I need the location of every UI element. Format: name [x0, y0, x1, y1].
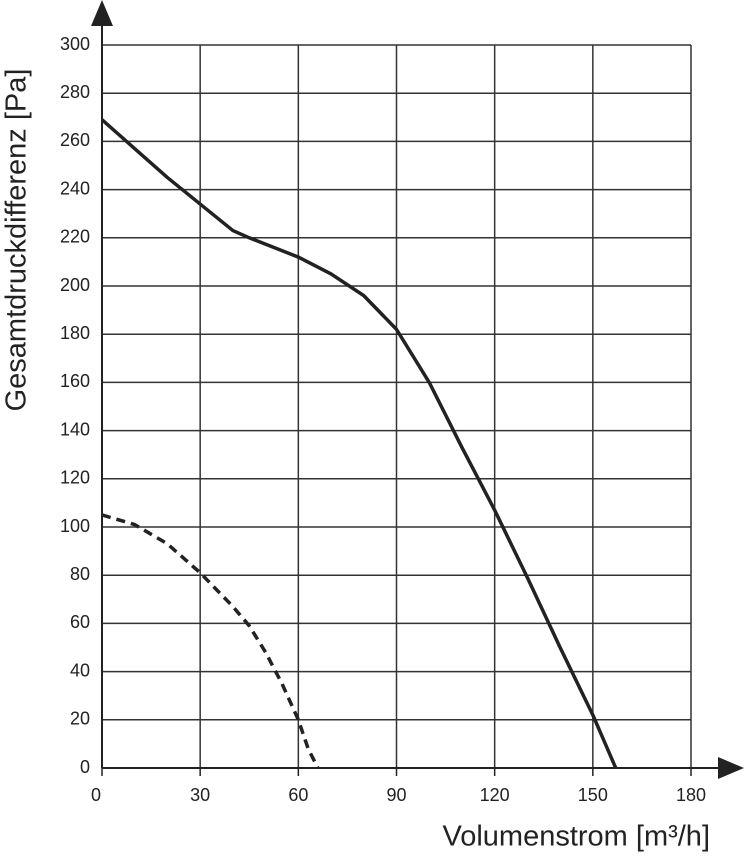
- x-axis-arrow: [718, 757, 744, 779]
- y-axis-arrow: [91, 0, 113, 26]
- y-tick-label: 40: [70, 660, 90, 680]
- x-tick-label: 180: [676, 785, 706, 805]
- y-tick-label: 240: [60, 178, 90, 198]
- y-tick-label: 80: [70, 564, 90, 584]
- x-tick-label: 150: [578, 785, 608, 805]
- x-tick-label: 30: [190, 785, 210, 805]
- x-tick-label: 60: [288, 785, 308, 805]
- y-tick-label: 0: [80, 757, 90, 777]
- y-tick-label: 220: [60, 227, 90, 247]
- y-tick-label: 60: [70, 612, 90, 632]
- line-series: [100, 118, 618, 769]
- y-tick-label: 160: [60, 371, 90, 391]
- y-axis-title: Gesamtdruckdifferenz [Pa]: [1, 69, 33, 412]
- line-series: [101, 513, 320, 769]
- x-tick-label: 90: [386, 785, 406, 805]
- y-tick-label: 200: [60, 275, 90, 295]
- y-tick-label: 300: [60, 34, 90, 54]
- y-tick-label: 120: [60, 468, 90, 488]
- y-tick-label: 20: [70, 709, 90, 729]
- y-tick-label: 180: [60, 323, 90, 343]
- y-tick-label: 260: [60, 130, 90, 150]
- y-tick-label: 140: [60, 419, 90, 439]
- x-axis-title: Volumenstrom [m³/h]: [442, 821, 710, 853]
- y-tick-label: 100: [60, 516, 90, 536]
- x-tick-label: 120: [480, 785, 510, 805]
- x-tick-label: 0: [91, 785, 101, 805]
- y-tick-label: 280: [60, 82, 90, 102]
